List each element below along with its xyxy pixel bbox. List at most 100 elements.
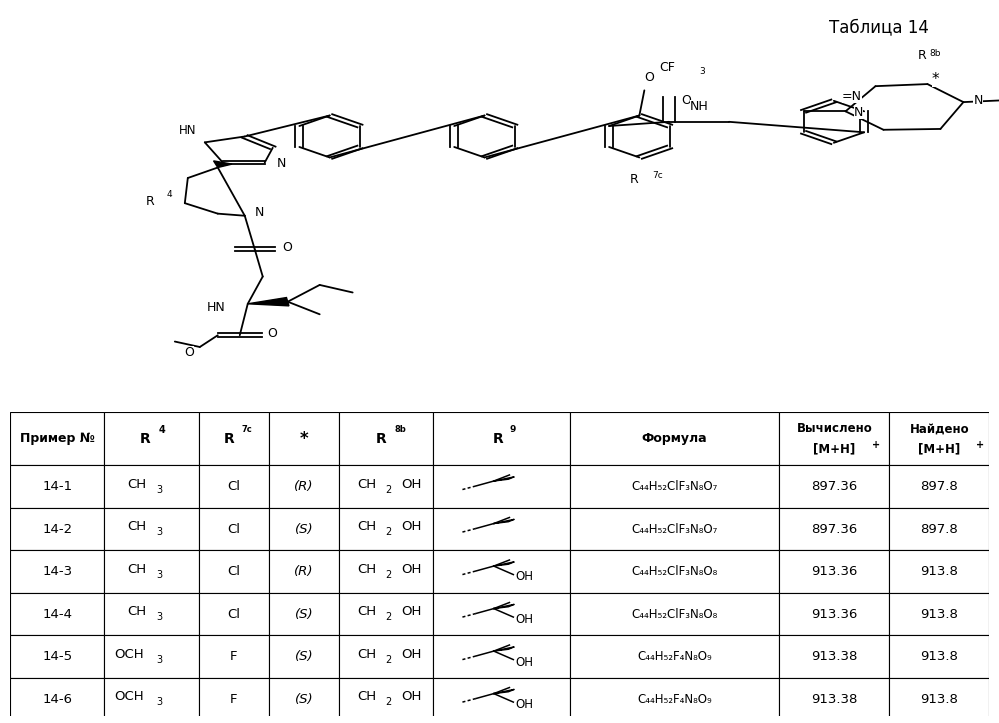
Text: 4: 4 (159, 424, 165, 435)
Text: OH: OH (401, 478, 422, 491)
Bar (199, 412, 269, 466)
Text: CH: CH (358, 648, 377, 661)
Bar (569, 593, 779, 636)
Text: Таблица 14: Таблица 14 (829, 18, 929, 36)
Text: (R): (R) (295, 480, 314, 493)
Text: [M+H]: [M+H] (813, 442, 855, 455)
Bar (10, 678, 104, 720)
Bar (889, 636, 989, 678)
Text: N: N (853, 106, 863, 119)
Text: OCH: OCH (114, 648, 144, 661)
Text: 913.38: 913.38 (811, 650, 857, 663)
Text: OH: OH (515, 656, 533, 669)
Bar (889, 593, 989, 636)
Bar (10, 508, 104, 550)
Text: (S): (S) (295, 693, 314, 706)
Bar (779, 678, 889, 720)
Bar (10, 593, 104, 636)
Bar (339, 412, 434, 466)
Text: Пример №: Пример № (20, 432, 95, 445)
Text: 14-3: 14-3 (42, 565, 72, 578)
Bar (104, 412, 199, 466)
Bar (339, 678, 434, 720)
Text: Формула: Формула (641, 432, 707, 445)
Text: R: R (376, 432, 387, 445)
Text: *: * (300, 429, 309, 448)
Bar (889, 678, 989, 720)
Bar (779, 466, 889, 508)
Text: 3: 3 (156, 612, 163, 622)
Text: +: + (976, 440, 985, 450)
Text: 2: 2 (386, 484, 392, 495)
Bar (10, 466, 104, 508)
Text: C₄₄H₅₂F₄N₈O₉: C₄₄H₅₂F₄N₈O₉ (637, 650, 712, 663)
Text: 3: 3 (156, 527, 163, 537)
Text: 3: 3 (699, 67, 705, 76)
Bar (569, 678, 779, 720)
Bar (779, 636, 889, 678)
Text: 3: 3 (156, 570, 163, 580)
Text: CH: CH (358, 520, 377, 533)
Bar (199, 593, 269, 636)
Bar (889, 550, 989, 593)
Bar (269, 412, 339, 466)
Bar (569, 508, 779, 550)
Text: CF: CF (659, 61, 675, 74)
Text: 14-5: 14-5 (42, 650, 72, 663)
Text: 2: 2 (386, 654, 392, 664)
Text: Вычислено: Вычислено (796, 422, 872, 435)
Text: OH: OH (515, 698, 533, 711)
Text: R: R (917, 49, 926, 62)
Bar (779, 412, 889, 466)
Bar (889, 508, 989, 550)
Bar (269, 466, 339, 508)
Text: O: O (268, 327, 278, 340)
Text: Найдено: Найдено (909, 422, 969, 435)
Bar (339, 636, 434, 678)
Text: Cl: Cl (228, 480, 241, 493)
Text: =N: =N (842, 90, 862, 103)
Bar (339, 508, 434, 550)
Text: O: O (184, 346, 194, 359)
Text: N: N (255, 206, 264, 219)
Text: R: R (224, 432, 234, 445)
Bar (199, 636, 269, 678)
Text: 14-1: 14-1 (42, 480, 72, 493)
Text: Cl: Cl (228, 565, 241, 578)
Text: 913.38: 913.38 (811, 693, 857, 706)
Text: OH: OH (401, 520, 422, 533)
Text: CH: CH (358, 605, 377, 618)
Text: OH: OH (401, 690, 422, 703)
Text: 897.8: 897.8 (920, 480, 958, 493)
Polygon shape (494, 476, 514, 481)
Text: *: * (932, 72, 939, 87)
Text: 913.36: 913.36 (811, 565, 857, 578)
Bar (889, 412, 989, 466)
Bar (434, 593, 569, 636)
Bar (104, 593, 199, 636)
Bar (10, 412, 104, 466)
Text: 913.8: 913.8 (920, 607, 958, 620)
Bar (569, 466, 779, 508)
Bar (10, 550, 104, 593)
Text: NH: NH (689, 100, 708, 114)
Text: 897.36: 897.36 (811, 523, 857, 536)
Text: C₄₄H₅₂ClF₃N₈O₇: C₄₄H₅₂ClF₃N₈O₇ (631, 523, 717, 536)
Text: 3: 3 (156, 654, 163, 664)
Bar (339, 550, 434, 593)
Text: N: N (973, 94, 983, 107)
Text: Cl: Cl (228, 523, 241, 536)
Text: N: N (277, 157, 286, 170)
Polygon shape (494, 519, 514, 523)
Text: OH: OH (401, 605, 422, 618)
Polygon shape (214, 161, 232, 168)
Text: CH: CH (358, 562, 377, 576)
Bar (199, 508, 269, 550)
Text: OCH: OCH (114, 690, 144, 703)
Bar (889, 466, 989, 508)
Bar (569, 636, 779, 678)
Text: CH: CH (358, 478, 377, 491)
Bar (434, 550, 569, 593)
Text: CH: CH (128, 520, 147, 533)
Text: 8b: 8b (929, 49, 941, 58)
